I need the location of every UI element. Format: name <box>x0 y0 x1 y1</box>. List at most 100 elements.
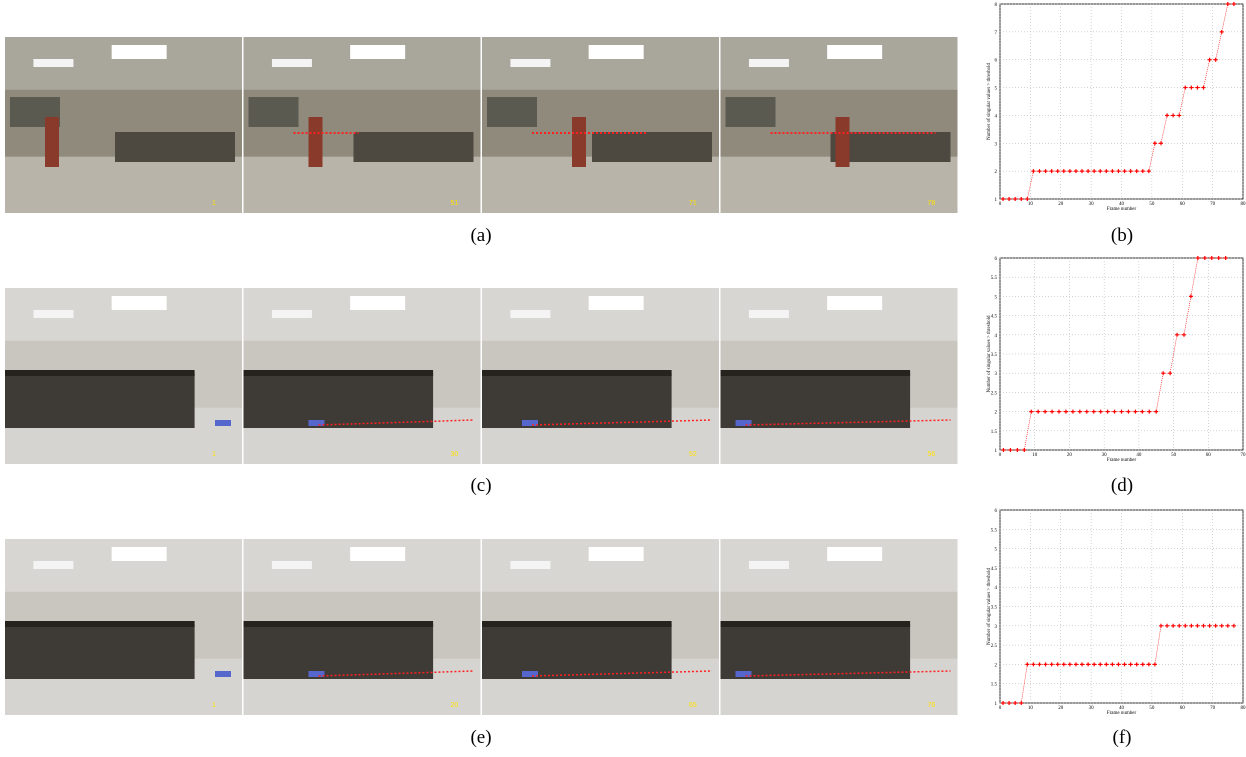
light <box>588 547 644 561</box>
point <box>1202 256 1207 260</box>
point <box>1080 169 1085 174</box>
point <box>1029 409 1034 414</box>
light <box>111 45 167 59</box>
y-tick-label: 5 <box>995 548 998 553</box>
light <box>510 310 551 318</box>
x-tick-label: 80 <box>1241 706 1246 711</box>
desk-top <box>482 621 672 627</box>
point <box>1231 623 1236 628</box>
point <box>1177 113 1182 118</box>
desk <box>243 624 434 679</box>
point <box>1001 197 1006 201</box>
y-tick-label: 2 <box>995 411 998 416</box>
point <box>1122 169 1127 174</box>
floor <box>5 156 242 213</box>
point <box>1147 409 1152 414</box>
trajectory <box>318 419 474 426</box>
y-tick-label: 4 <box>995 334 998 339</box>
frame-number: 1 <box>212 702 216 709</box>
point <box>1213 623 1218 628</box>
point <box>1181 332 1186 337</box>
point <box>1122 662 1127 667</box>
light <box>111 296 167 310</box>
point <box>1207 57 1212 62</box>
desk-top <box>243 370 434 376</box>
caption: (b) <box>1111 225 1133 246</box>
point <box>1086 169 1091 174</box>
point <box>1146 662 1151 667</box>
video-frame: 52 <box>482 288 719 464</box>
point <box>1025 197 1030 201</box>
video-frame: 1 <box>5 37 242 213</box>
frame-number: 1 <box>212 451 216 458</box>
point <box>1195 256 1200 260</box>
light <box>510 59 551 67</box>
point <box>1007 701 1012 705</box>
point <box>1140 662 1145 667</box>
car <box>522 420 538 426</box>
light <box>748 59 789 67</box>
video-frame: 30 <box>243 288 481 464</box>
caption: (e) <box>470 727 491 748</box>
point <box>1037 662 1042 667</box>
point <box>1110 169 1115 174</box>
point <box>1015 448 1020 452</box>
desk-top <box>243 621 434 627</box>
frame-number: 1 <box>212 200 216 207</box>
y-tick-label: 1 <box>995 702 998 707</box>
point <box>1019 197 1024 201</box>
point <box>1231 2 1236 6</box>
x-axis-label: Frame number <box>1107 711 1137 716</box>
point <box>1195 85 1200 90</box>
desk <box>720 624 911 679</box>
y-tick-label: 4 <box>995 114 998 119</box>
point <box>1158 141 1163 146</box>
point <box>1073 662 1078 667</box>
y-tick-label: 1.5 <box>991 430 998 435</box>
y-tick-label: 7 <box>995 31 998 36</box>
desk-top <box>482 370 672 376</box>
desk <box>5 624 195 679</box>
x-tick-label: 60 <box>1180 202 1186 207</box>
car <box>735 420 752 426</box>
x-tick-label: 60 <box>1180 706 1186 711</box>
point <box>1112 409 1117 414</box>
y-tick-label: 2.5 <box>991 644 998 649</box>
x-tick-label: 40 <box>1119 202 1125 207</box>
point <box>1119 409 1124 414</box>
light <box>350 296 406 310</box>
point <box>1195 623 1200 628</box>
light <box>748 310 789 318</box>
point <box>1225 2 1230 6</box>
desk-top <box>720 370 911 376</box>
x-tick-label: 80 <box>1241 202 1246 207</box>
y-tick-label: 3 <box>995 372 998 377</box>
point <box>1043 662 1048 667</box>
window <box>487 97 537 127</box>
point <box>1158 623 1163 628</box>
x-tick-label: 10 <box>1032 453 1038 458</box>
frame-number: 65 <box>689 702 697 709</box>
frame-number: 30 <box>451 451 459 458</box>
light <box>827 45 883 59</box>
point <box>1152 662 1157 667</box>
y-tick-label: 5.5 <box>991 276 998 281</box>
point <box>1110 662 1115 667</box>
point <box>1201 623 1206 628</box>
x-tick-label: 30 <box>1102 453 1108 458</box>
trajectory <box>318 670 474 677</box>
x-tick-label: 70 <box>1210 202 1216 207</box>
desk <box>5 373 195 428</box>
point <box>1219 623 1224 628</box>
point <box>1188 294 1193 299</box>
person <box>572 117 586 167</box>
x-tick-label: 20 <box>1067 453 1073 458</box>
point <box>1092 662 1097 667</box>
desk <box>482 624 672 679</box>
point <box>1025 662 1030 667</box>
light <box>588 45 644 59</box>
point <box>1165 113 1170 118</box>
point <box>1175 332 1180 337</box>
y-tick-label: 3.5 <box>991 353 998 358</box>
